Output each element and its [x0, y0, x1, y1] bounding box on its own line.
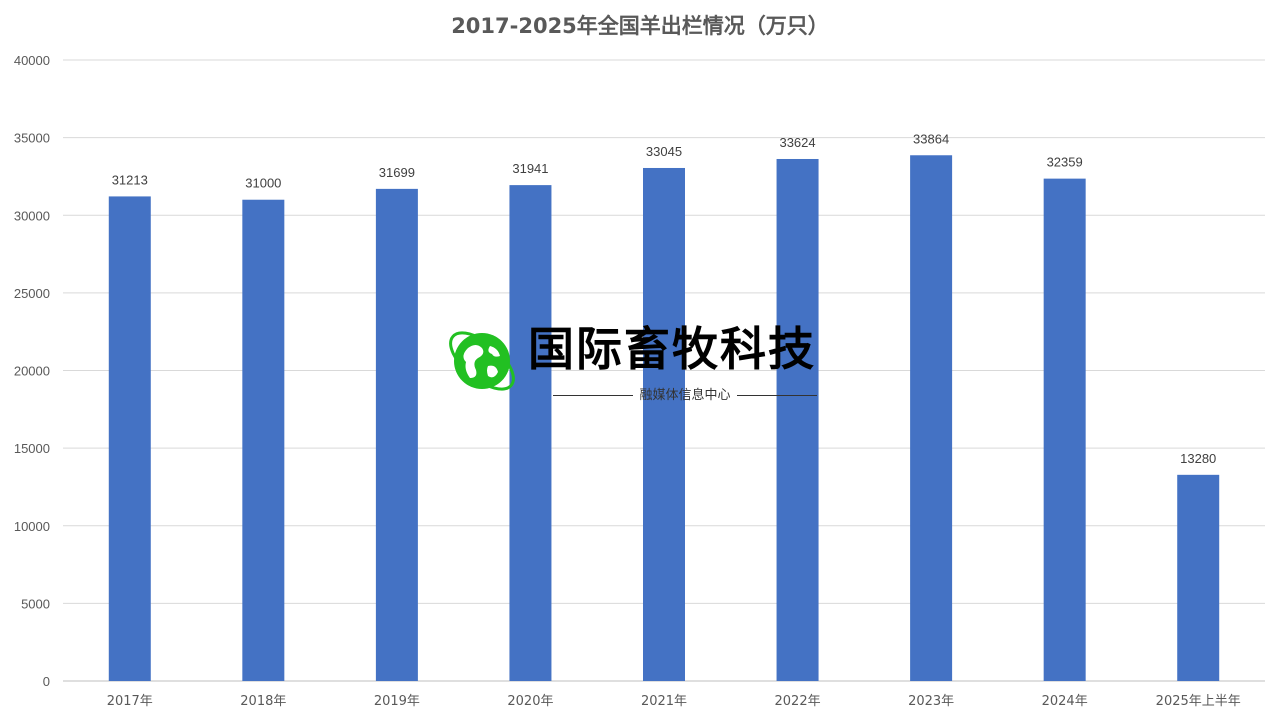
data-label: 31213 — [112, 172, 148, 187]
bar — [108, 196, 151, 681]
x-tick-label: 2017年 — [107, 694, 153, 709]
bar — [509, 185, 552, 682]
data-label: 33624 — [779, 135, 815, 150]
x-tick-label: 2020年 — [507, 694, 553, 709]
y-tick-label: 40000 — [14, 53, 50, 68]
x-tick-label: 2023年 — [908, 694, 954, 709]
bar — [910, 155, 953, 681]
bar — [1177, 474, 1220, 681]
data-label: 32359 — [1047, 155, 1083, 170]
data-label: 33864 — [913, 131, 949, 146]
y-tick-label: 15000 — [14, 441, 50, 456]
data-label: 31000 — [245, 176, 281, 191]
data-label: 33045 — [646, 144, 682, 159]
y-tick-label: 5000 — [21, 596, 50, 611]
watermark-main-text: 国际畜牧科技 — [528, 322, 816, 376]
x-tick-label: 2024年 — [1042, 694, 1088, 709]
x-tick-label: 2025年上半年 — [1156, 694, 1241, 709]
chart-title: 2017-2025年全国羊出栏情况（万只） — [451, 14, 829, 38]
x-tick-label: 2019年 — [374, 694, 420, 709]
bar — [1043, 178, 1086, 681]
y-tick-label: 25000 — [14, 286, 50, 301]
watermark-sub-text: 融媒体信息中心 — [542, 384, 828, 403]
bar — [776, 158, 819, 681]
watermark-logo: 国际畜牧科技 融媒体信息中心 — [442, 320, 842, 403]
bar — [643, 167, 685, 681]
bar — [242, 199, 285, 681]
data-label: 31941 — [512, 161, 548, 176]
y-tick-label: 20000 — [14, 364, 50, 379]
data-label: 13280 — [1180, 451, 1216, 466]
bar — [375, 188, 418, 681]
x-tick-label: 2022年 — [775, 694, 821, 709]
x-tick-label: 2018年 — [240, 694, 286, 709]
y-tick-label: 30000 — [14, 208, 50, 223]
green-globe-icon — [449, 331, 515, 391]
data-label: 31699 — [379, 165, 415, 180]
x-tick-label: 2021年 — [641, 694, 687, 709]
y-tick-label: 35000 — [14, 131, 50, 146]
y-tick-label: 10000 — [14, 519, 50, 534]
y-tick-label: 0 — [43, 674, 50, 689]
